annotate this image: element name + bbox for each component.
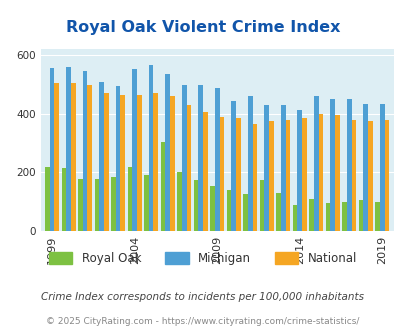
Bar xyxy=(247,96,252,231)
Bar xyxy=(330,99,334,231)
Bar xyxy=(153,93,158,231)
Bar xyxy=(276,193,280,231)
Text: © 2025 CityRating.com - https://www.cityrating.com/crime-statistics/: © 2025 CityRating.com - https://www.city… xyxy=(46,317,359,326)
Bar xyxy=(226,190,231,231)
Bar xyxy=(87,84,92,231)
Bar xyxy=(193,180,198,231)
Bar xyxy=(99,82,104,231)
Bar xyxy=(374,202,379,231)
Bar xyxy=(149,65,153,231)
Bar xyxy=(71,83,75,231)
Bar xyxy=(269,121,273,231)
Text: Crime Index corresponds to incidents per 100,000 inhabitants: Crime Index corresponds to incidents per… xyxy=(41,292,364,302)
Bar xyxy=(186,105,191,231)
Bar xyxy=(313,96,318,231)
Bar xyxy=(181,84,186,231)
Bar xyxy=(78,179,83,231)
Bar xyxy=(170,96,174,231)
Bar xyxy=(252,124,256,231)
Bar xyxy=(384,120,388,231)
Bar xyxy=(219,117,224,231)
Bar xyxy=(198,84,202,231)
Bar xyxy=(202,113,207,231)
Text: Royal Oak Violent Crime Index: Royal Oak Violent Crime Index xyxy=(66,20,339,35)
Bar xyxy=(367,121,372,231)
Bar xyxy=(334,115,339,231)
Bar xyxy=(111,177,115,231)
Bar xyxy=(235,118,240,231)
Bar xyxy=(136,95,141,231)
Bar xyxy=(309,199,313,231)
Bar xyxy=(62,168,66,231)
Bar xyxy=(341,202,346,231)
Bar xyxy=(104,93,108,231)
Bar xyxy=(318,114,322,231)
Bar xyxy=(165,74,170,231)
Legend: Royal Oak, Michigan, National: Royal Oak, Michigan, National xyxy=(44,247,361,270)
Bar xyxy=(297,110,301,231)
Bar xyxy=(280,105,285,231)
Bar xyxy=(285,120,290,231)
Bar xyxy=(351,120,355,231)
Bar xyxy=(94,179,99,231)
Bar xyxy=(325,203,330,231)
Bar xyxy=(132,69,136,231)
Bar xyxy=(231,101,235,231)
Bar xyxy=(292,205,297,231)
Bar xyxy=(259,180,264,231)
Bar xyxy=(301,118,306,231)
Bar xyxy=(50,68,54,231)
Bar xyxy=(264,105,269,231)
Bar xyxy=(210,185,214,231)
Bar xyxy=(177,173,181,231)
Bar xyxy=(358,200,362,231)
Bar xyxy=(243,194,247,231)
Bar xyxy=(128,167,132,231)
Bar xyxy=(83,72,87,231)
Bar xyxy=(115,86,120,231)
Bar xyxy=(346,99,351,231)
Bar xyxy=(54,83,59,231)
Bar xyxy=(214,87,219,231)
Bar xyxy=(120,95,125,231)
Bar xyxy=(379,104,384,231)
Bar xyxy=(362,104,367,231)
Bar xyxy=(160,142,165,231)
Bar xyxy=(45,167,50,231)
Bar xyxy=(66,67,71,231)
Bar xyxy=(144,175,149,231)
